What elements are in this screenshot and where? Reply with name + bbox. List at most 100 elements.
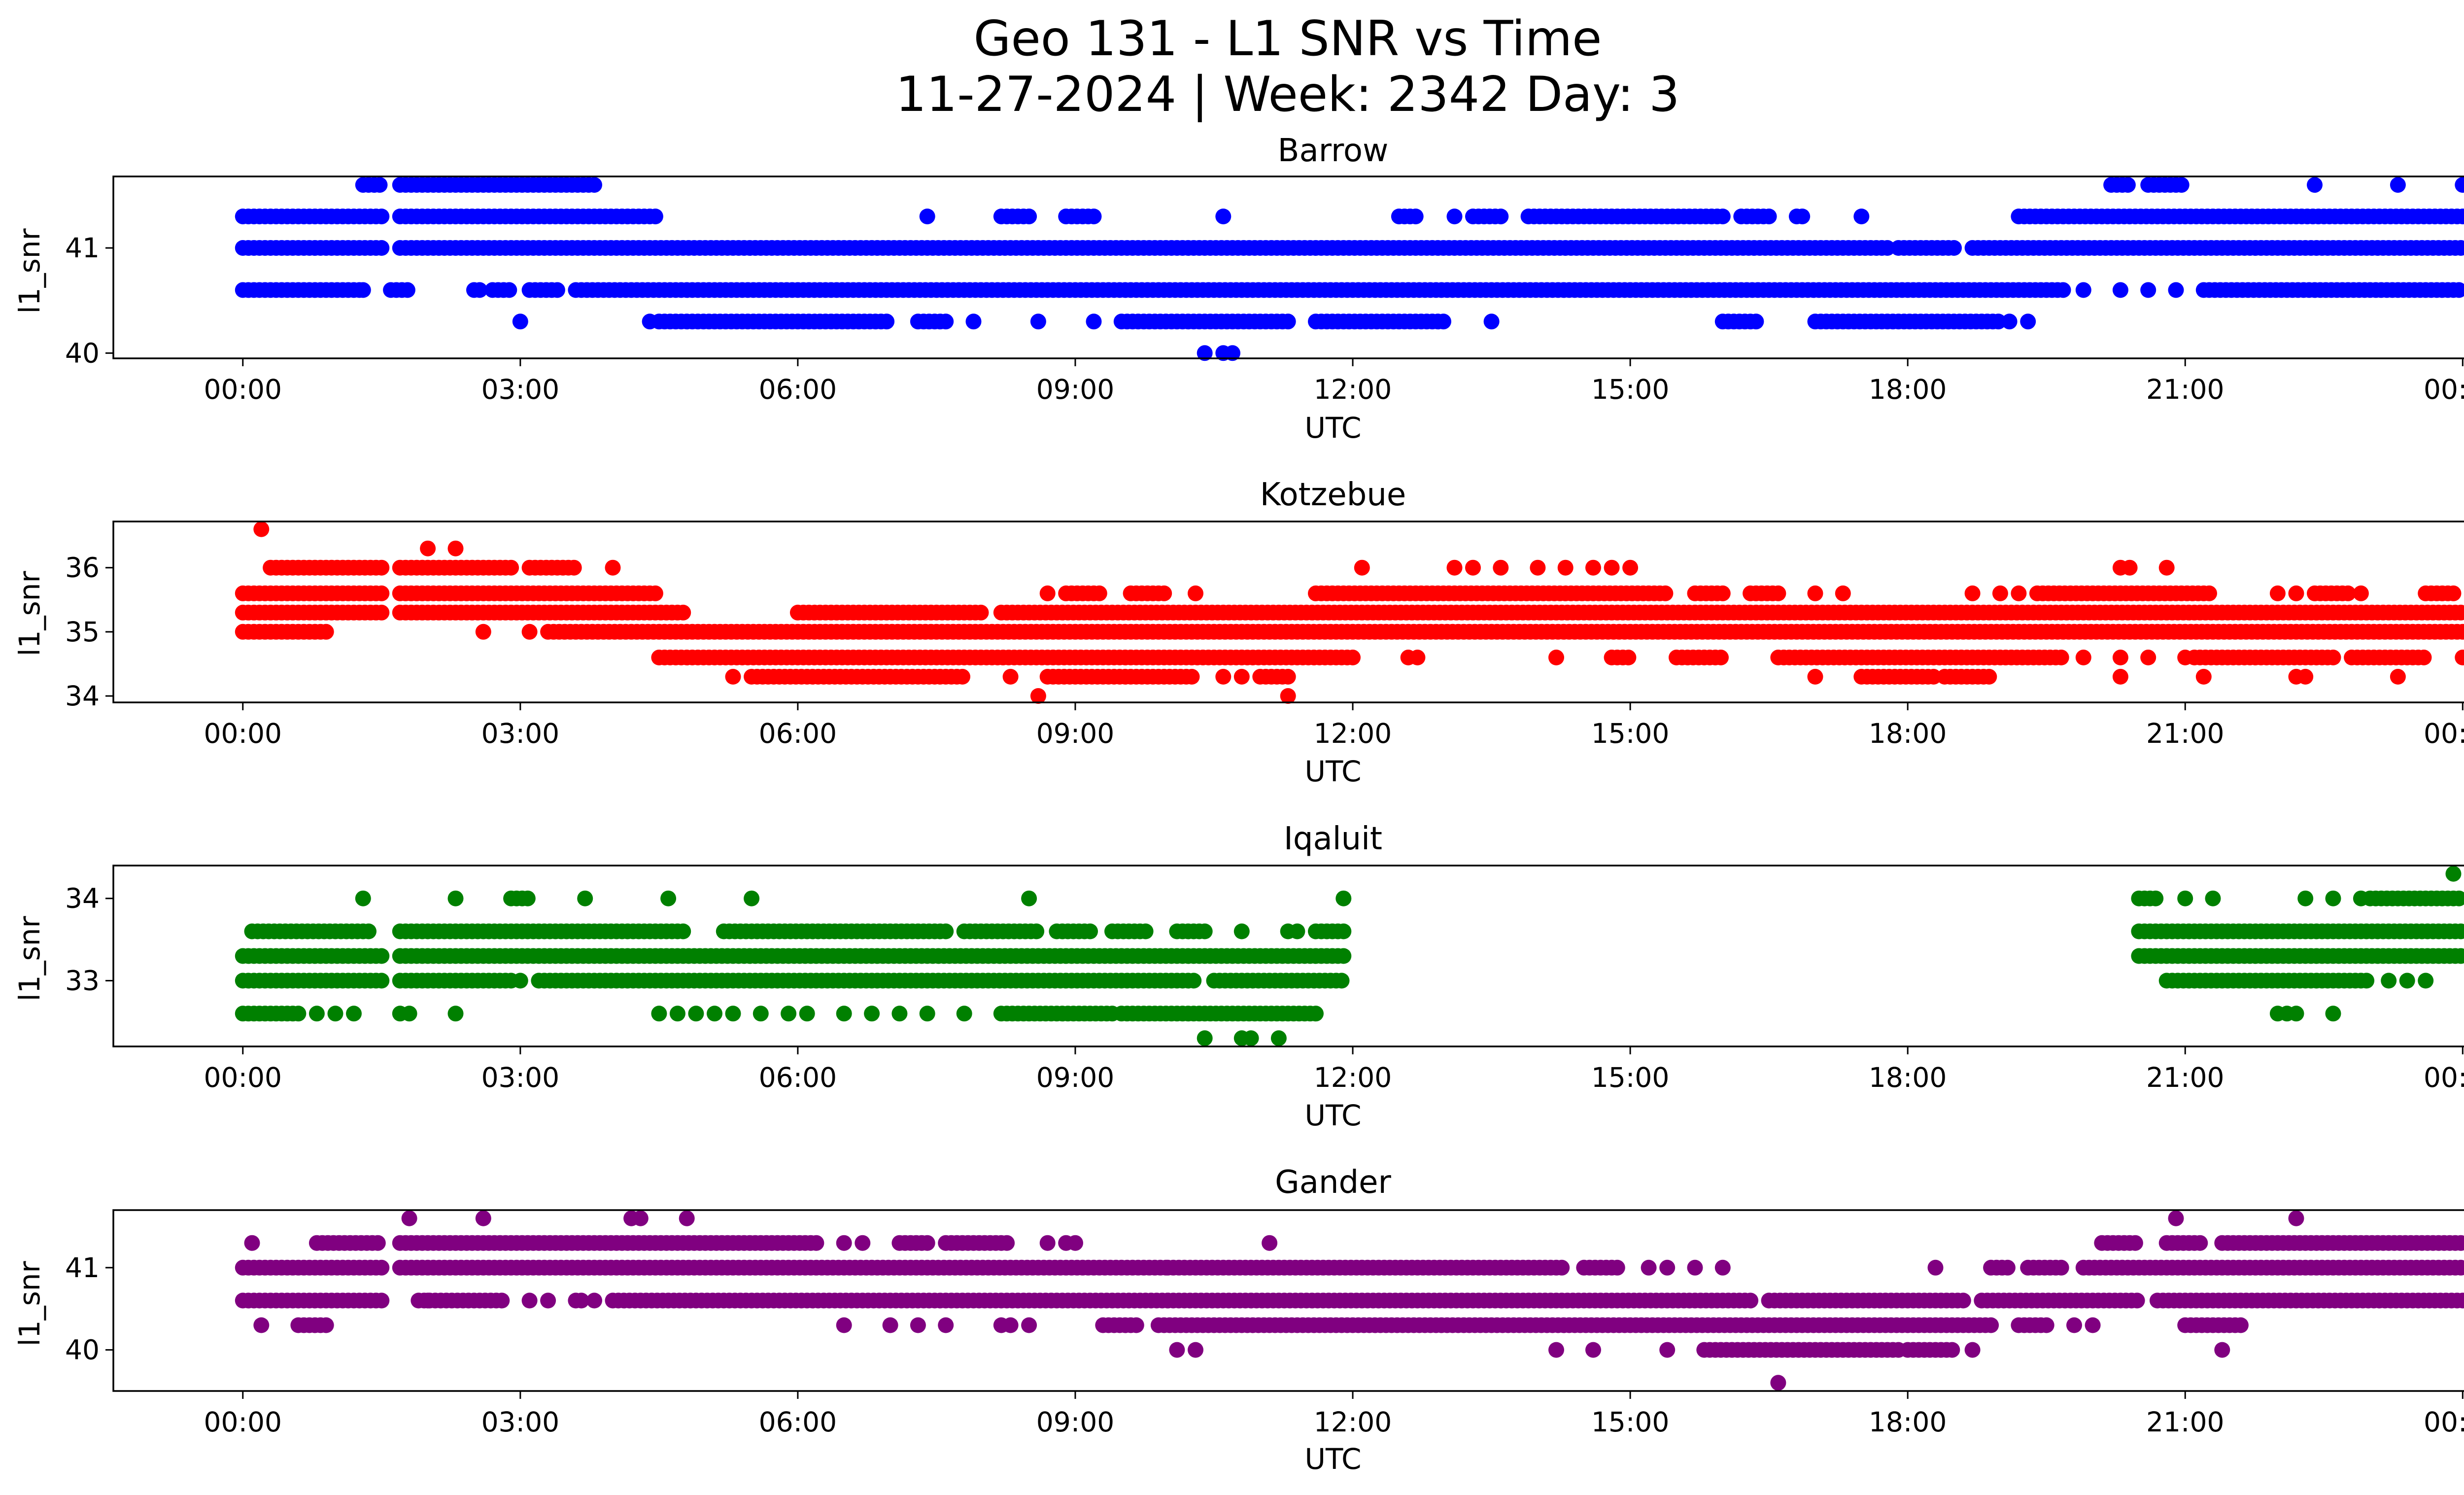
data-point: [2158, 559, 2175, 576]
data-point: [2120, 177, 2136, 193]
data-point: [374, 1259, 390, 1276]
data-point: [1021, 1317, 1037, 1333]
x-tick-label: 00:00: [204, 1062, 282, 1093]
x-tick-label: 21:00: [2146, 718, 2224, 749]
data-point: [882, 1317, 898, 1333]
data-point: [2325, 649, 2341, 665]
x-tick-label: 18:00: [1869, 374, 1947, 405]
data-point: [1465, 559, 1481, 576]
data-point: [973, 604, 989, 621]
data-point: [361, 923, 376, 939]
data-point: [577, 890, 593, 906]
data-point: [1713, 649, 1729, 665]
data-point: [2205, 890, 2221, 906]
data-point: [1927, 1259, 1944, 1276]
data-point: [1807, 668, 1823, 685]
data-point: [864, 1006, 880, 1022]
data-point: [675, 604, 691, 621]
data-point: [1233, 668, 1250, 685]
data-point: [308, 1006, 325, 1022]
data-point: [2288, 1210, 2304, 1226]
x-tick-label: 12:00: [1314, 718, 1392, 749]
y-tick-label: 41: [65, 1252, 100, 1284]
data-point: [2297, 668, 2314, 685]
data-point: [956, 1006, 972, 1022]
data-point: [647, 585, 663, 601]
data-point: [1548, 1342, 1564, 1358]
data-point: [999, 1235, 1015, 1251]
data-point: [836, 1235, 852, 1251]
subplot-barrow: Barrow UTC l1_snr 00:00 03:00 06:00 09:00 12…: [13, 133, 2464, 445]
x-tick-label: 18:00: [1869, 718, 1947, 749]
data-point: [447, 1006, 464, 1022]
x-tick-label: 12:00: [1314, 1406, 1392, 1438]
x-tick-label: 00:00: [204, 718, 282, 749]
data-point: [1604, 559, 1620, 576]
data-point: [494, 1292, 510, 1309]
data-point: [374, 973, 390, 989]
data-point: [374, 559, 390, 576]
data-point: [566, 559, 582, 576]
data-point: [1409, 649, 1426, 665]
data-point: [1002, 668, 1019, 685]
x-tick-label: 15:00: [1591, 1062, 1670, 1093]
x-axis-label: UTC: [1305, 755, 1362, 788]
data-point: [2085, 1317, 2101, 1333]
data-point: [1999, 1259, 2016, 1276]
subplot-title: Iqaluit: [1284, 821, 1382, 857]
subplot-kotzebue: Kotzebue UTC l1_snr 00:00 03:00 06:00 09:00…: [13, 477, 2464, 788]
data-point: [1215, 209, 1232, 225]
data-point: [521, 624, 538, 640]
data-point: [1548, 649, 1564, 665]
data-point: [1992, 585, 2008, 601]
data-point: [1761, 209, 1777, 225]
data-point: [1835, 585, 1851, 601]
data-point: [1289, 923, 1305, 939]
data-point: [1436, 313, 1451, 330]
data-point: [965, 313, 982, 330]
x-tick-label: 00:00: [2424, 374, 2464, 405]
data-point: [2418, 973, 2434, 989]
data-point: [1188, 1342, 1203, 1358]
data-point: [725, 1006, 741, 1022]
data-point: [938, 313, 954, 330]
data-point: [1925, 668, 1942, 685]
y-tick-label: 36: [65, 552, 100, 584]
data-point: [1483, 313, 1500, 330]
x-tick-label: 00:00: [204, 374, 282, 405]
data-point: [1493, 559, 1509, 576]
subplot-title: Barrow: [1278, 133, 1389, 169]
data-point: [2001, 313, 2018, 330]
x-tick-label: 15:00: [1591, 1406, 1670, 1438]
data-point: [1186, 973, 1202, 989]
axis-ticks: 00:00 03:00 06:00 09:00 12:00 15:00 18:00 21:00…: [65, 175, 2464, 405]
data-point: [2399, 973, 2415, 989]
data-point: [2020, 313, 2036, 330]
data-point: [1770, 585, 1786, 601]
data-point: [1030, 688, 1046, 704]
data-point: [1215, 668, 1232, 685]
data-point: [503, 559, 519, 576]
data-point: [2148, 890, 2164, 906]
data-point: [1879, 240, 1895, 256]
data-point: [244, 1235, 260, 1251]
data-point: [401, 1210, 417, 1226]
data-point: [2455, 649, 2464, 665]
x-tick-label: 00:00: [204, 1406, 282, 1438]
data-point: [1086, 313, 1102, 330]
data-point: [2445, 585, 2462, 601]
data-point: [808, 1235, 824, 1251]
x-tick-label: 09:00: [1036, 718, 1115, 749]
data-point: [910, 1317, 926, 1333]
x-tick-label: 06:00: [759, 374, 837, 405]
data-point: [512, 973, 528, 989]
data-point: [1446, 209, 1463, 225]
data-point: [855, 1235, 871, 1251]
data-point: [2390, 177, 2406, 193]
data-point: [2140, 282, 2156, 298]
data-point: [1554, 1259, 1570, 1276]
data-point: [355, 890, 371, 906]
x-tick-label: 09:00: [1036, 1062, 1115, 1093]
data-point: [1225, 345, 1240, 361]
data-point: [1091, 585, 1107, 601]
